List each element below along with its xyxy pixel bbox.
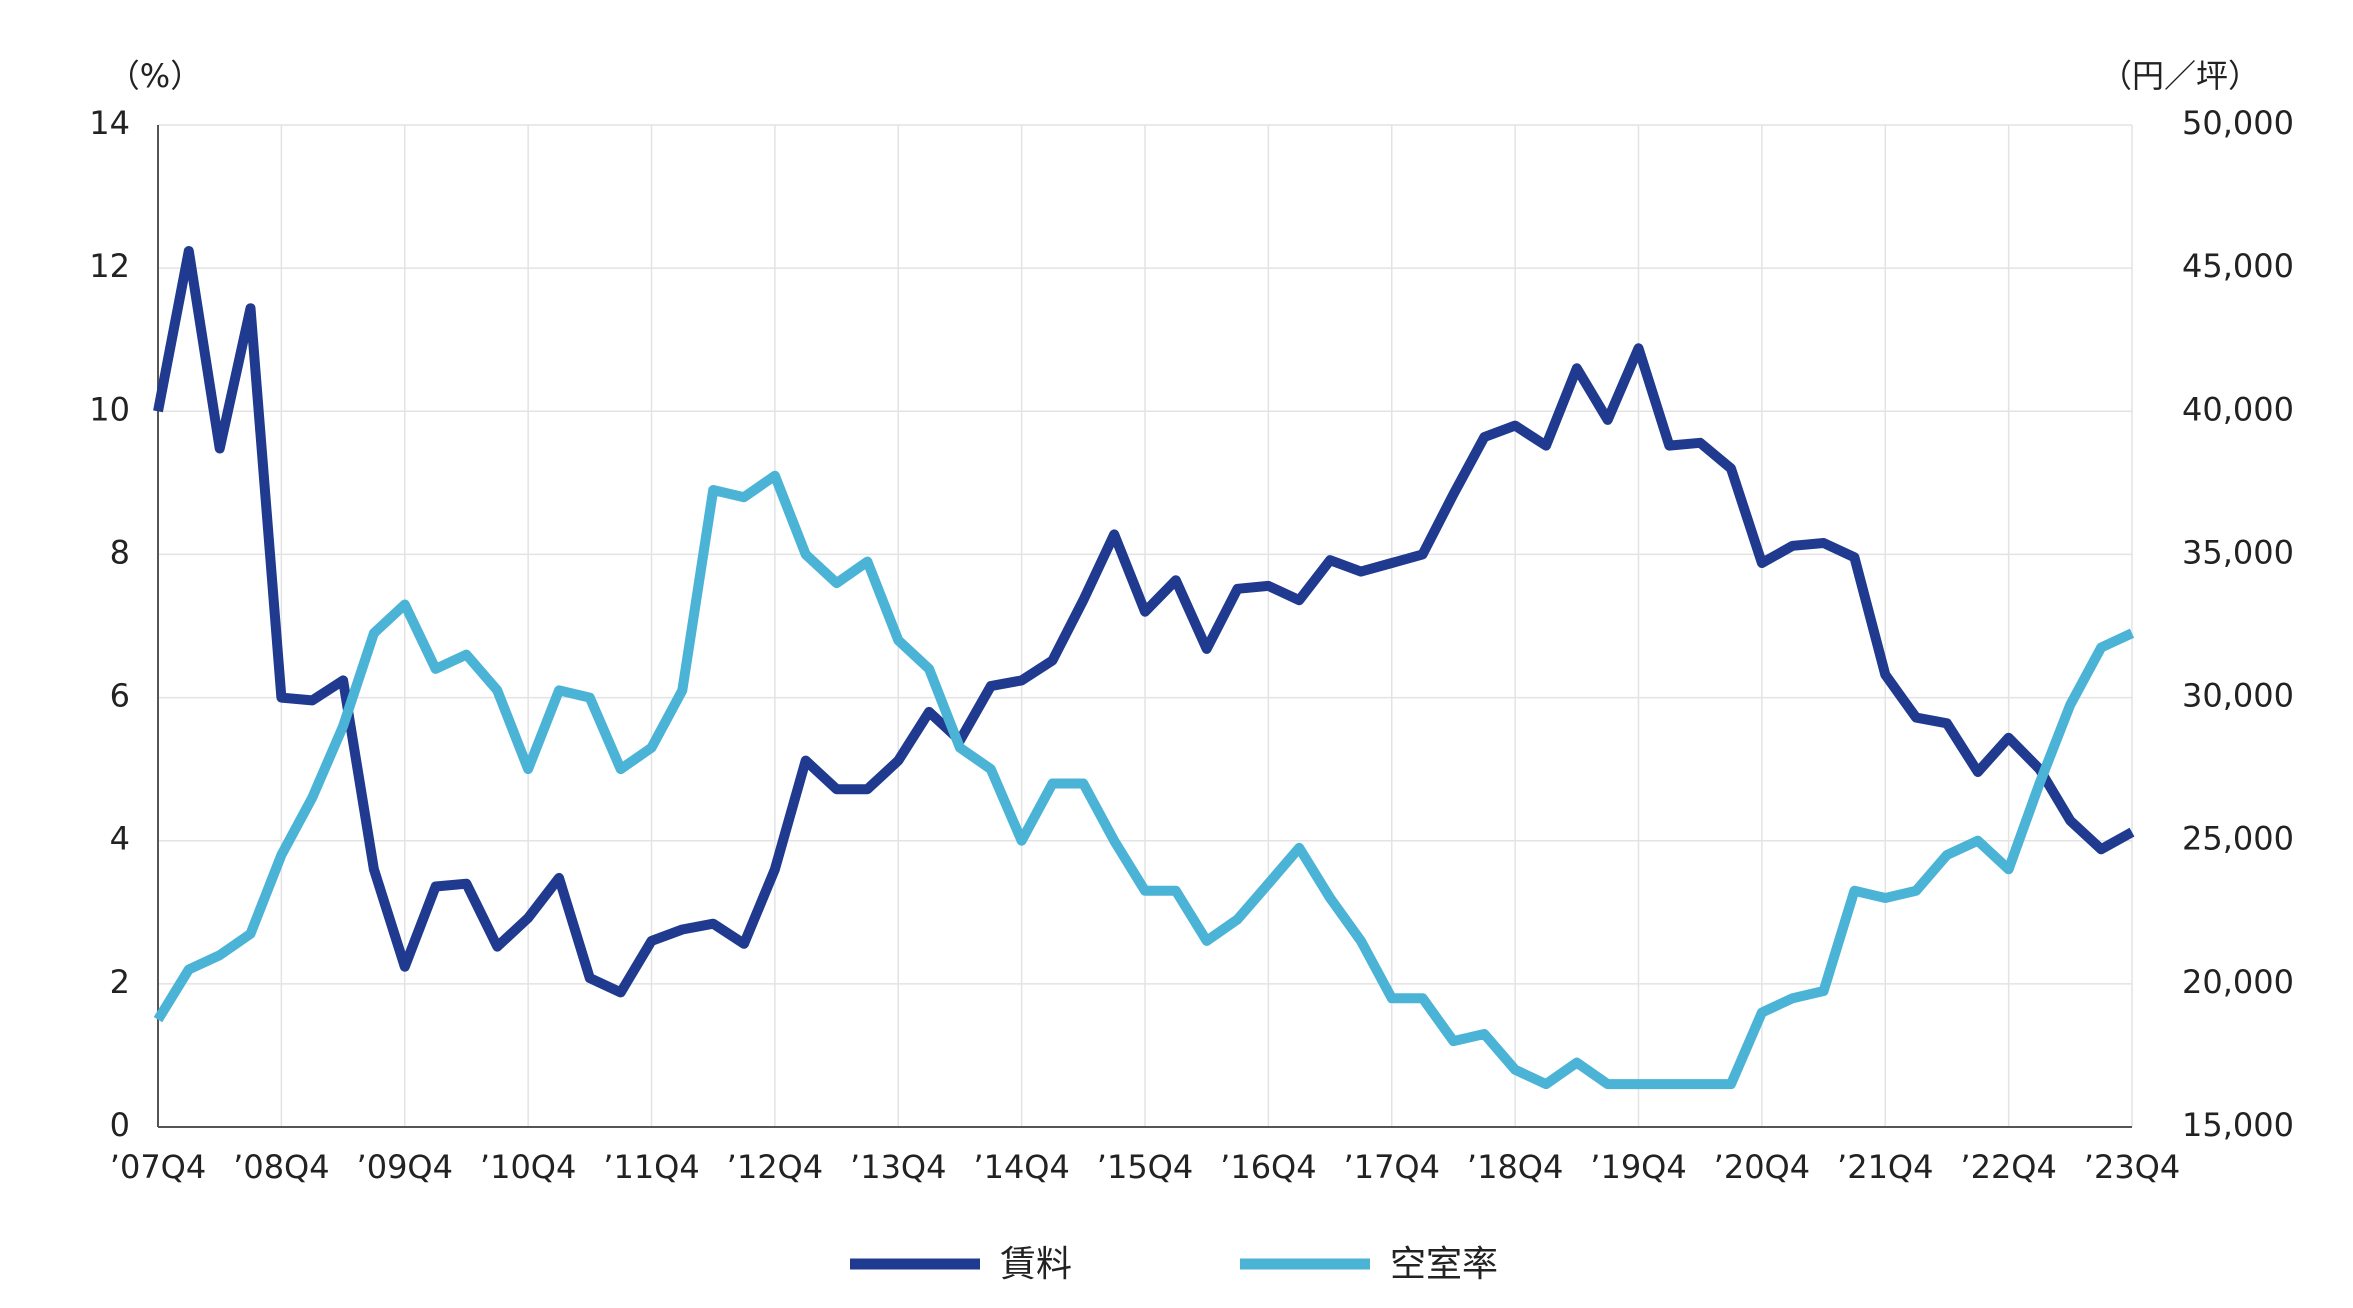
x-tick-label: ’14Q4 <box>973 1148 1069 1186</box>
x-tick-label: ’21Q4 <box>1837 1148 1933 1186</box>
x-tick-label: ’11Q4 <box>603 1148 699 1186</box>
y2-tick-label: 35,000 <box>2182 533 2294 571</box>
y-tick-label: 14 <box>89 104 130 142</box>
x-tick-label: ’07Q4 <box>110 1148 206 1186</box>
y-tick-label: 8 <box>110 533 130 571</box>
y2-tick-label: 45,000 <box>2182 247 2294 285</box>
x-tick-label: ’15Q4 <box>1097 1148 1193 1186</box>
y-tick-label: 4 <box>110 820 130 858</box>
series-line <box>153 246 2135 998</box>
x-tick-label: ’10Q4 <box>480 1148 576 1186</box>
series-line <box>153 470 2135 1090</box>
y2-tick-label: 25,000 <box>2182 820 2294 858</box>
x-tick-label: ’20Q4 <box>1714 1148 1810 1186</box>
x-tick-label: ’18Q4 <box>1467 1148 1563 1186</box>
y-tick-label: 10 <box>89 390 130 428</box>
x-tick-label: ’23Q4 <box>2084 1148 2180 1186</box>
x-tick-label: ’22Q4 <box>1960 1148 2056 1186</box>
y2-tick-label: 40,000 <box>2182 390 2294 428</box>
x-tick-label: ’19Q4 <box>1590 1148 1686 1186</box>
x-tick-label: ’13Q4 <box>850 1148 946 1186</box>
y-unit: （%） <box>108 57 202 95</box>
x-tick-label: ’09Q4 <box>357 1148 453 1186</box>
y2-tick-label: 20,000 <box>2182 963 2294 1001</box>
y2-tick-label: 30,000 <box>2182 677 2294 715</box>
y-tick-label: 2 <box>110 963 130 1001</box>
legend-label: 賃料 <box>1000 1244 1072 1285</box>
x-tick-label: ’08Q4 <box>233 1148 329 1186</box>
y-tick-label: 0 <box>110 1106 130 1144</box>
y2-tick-label: 15,000 <box>2182 1106 2294 1144</box>
x-tick-label: ’12Q4 <box>727 1148 823 1186</box>
y2-unit: （円／坪） <box>2100 57 2260 95</box>
legend-label: 空室率 <box>1390 1244 1498 1285</box>
x-tick-label: ’16Q4 <box>1220 1148 1316 1186</box>
y2-tick-label: 50,000 <box>2182 104 2294 142</box>
y-tick-label: 6 <box>110 677 130 715</box>
y-tick-label: 12 <box>89 247 130 285</box>
x-tick-label: ’17Q4 <box>1344 1148 1440 1186</box>
